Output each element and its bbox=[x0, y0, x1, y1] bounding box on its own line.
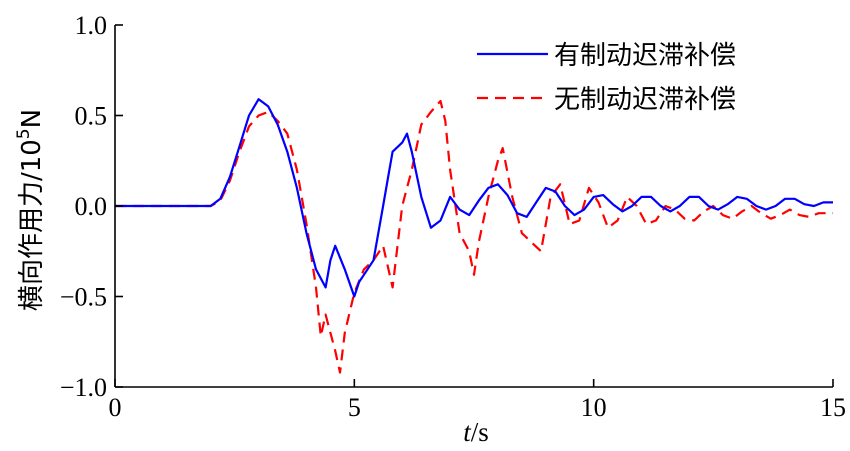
y-axis-title: 横向作用力/105N bbox=[14, 109, 47, 311]
plot-area: 0 5 10 15 1.0 0.5 0.0 −0.5 −1.0 bbox=[60, 11, 846, 422]
series-layer bbox=[115, 98, 833, 374]
x-axis-title-var: t bbox=[463, 417, 472, 447]
y-axis-title-main: 横向作用力/10 bbox=[17, 139, 47, 311]
y-tick-label: −0.5 bbox=[60, 283, 107, 312]
x-tick-label: 0 bbox=[109, 393, 122, 422]
x-tick-label: 15 bbox=[820, 393, 846, 422]
x-axis-title-unit: /s bbox=[471, 417, 489, 447]
y-axis-title-unit: N bbox=[17, 109, 47, 128]
x-ticks: 0 5 10 15 bbox=[109, 379, 846, 422]
legend-label: 无制动迟滞补偿 bbox=[554, 85, 736, 115]
y-tick-label: −1.0 bbox=[60, 373, 107, 402]
y-axis-title-sup: 5 bbox=[14, 128, 34, 139]
series-line-with-compensation bbox=[115, 98, 833, 298]
legend-label: 有制动迟滞补偿 bbox=[554, 41, 736, 71]
series-line-without-compensation bbox=[115, 99, 833, 374]
x-axis-title: t/s bbox=[463, 417, 489, 447]
x-tick-label: 10 bbox=[581, 393, 607, 422]
y-tick-label: 0.0 bbox=[75, 192, 108, 221]
x-tick-label: 5 bbox=[348, 393, 361, 422]
y-tick-label: 1.0 bbox=[75, 11, 108, 40]
y-ticks: 1.0 0.5 0.0 −0.5 −1.0 bbox=[60, 11, 123, 402]
y-tick-label: 0.5 bbox=[75, 102, 108, 131]
